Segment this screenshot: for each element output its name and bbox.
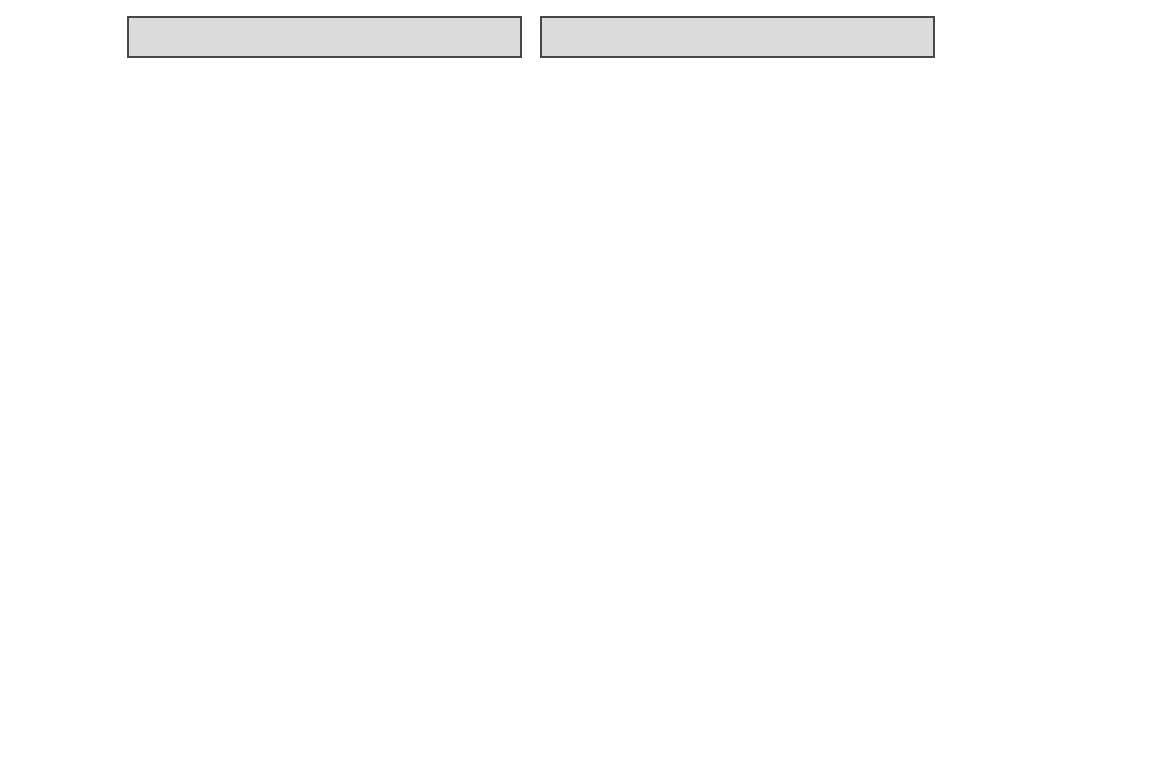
facet-strip-part1-sad [127, 16, 522, 58]
facet-strip-part2-fe [540, 16, 935, 58]
